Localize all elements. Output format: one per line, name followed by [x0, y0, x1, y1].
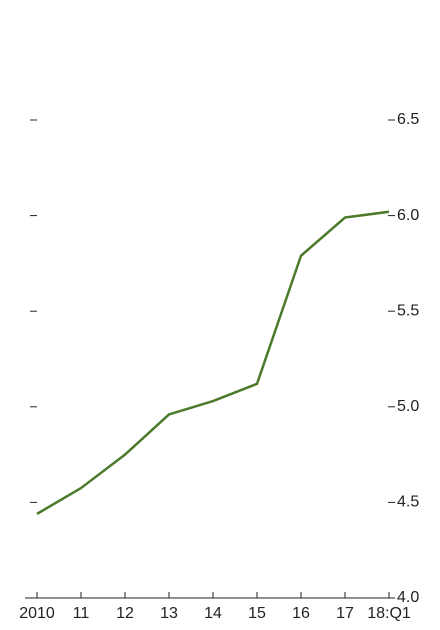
x-tick-label: 12: [116, 605, 134, 622]
x-tick-label: 16: [292, 605, 310, 622]
x-tick-label: 18:Q1: [367, 605, 411, 622]
y-tick-label: 4.5: [397, 494, 419, 511]
y-tick-label: 4.0: [397, 589, 419, 606]
y-tick-label: 6.0: [397, 207, 419, 224]
y-tick-label: 6.5: [397, 111, 419, 128]
x-tick-label: 2010: [19, 605, 55, 622]
x-tick-label: 11: [73, 605, 90, 622]
x-tick-label: 17: [336, 605, 354, 622]
y-tick-label: 5.0: [397, 398, 419, 415]
data-line: [36, 210, 390, 515]
x-tick-label: 13: [160, 605, 178, 622]
x-tick-label: 14: [204, 605, 222, 622]
y-tick-label: 5.5: [397, 302, 419, 319]
x-tick-label: 15: [248, 605, 266, 622]
